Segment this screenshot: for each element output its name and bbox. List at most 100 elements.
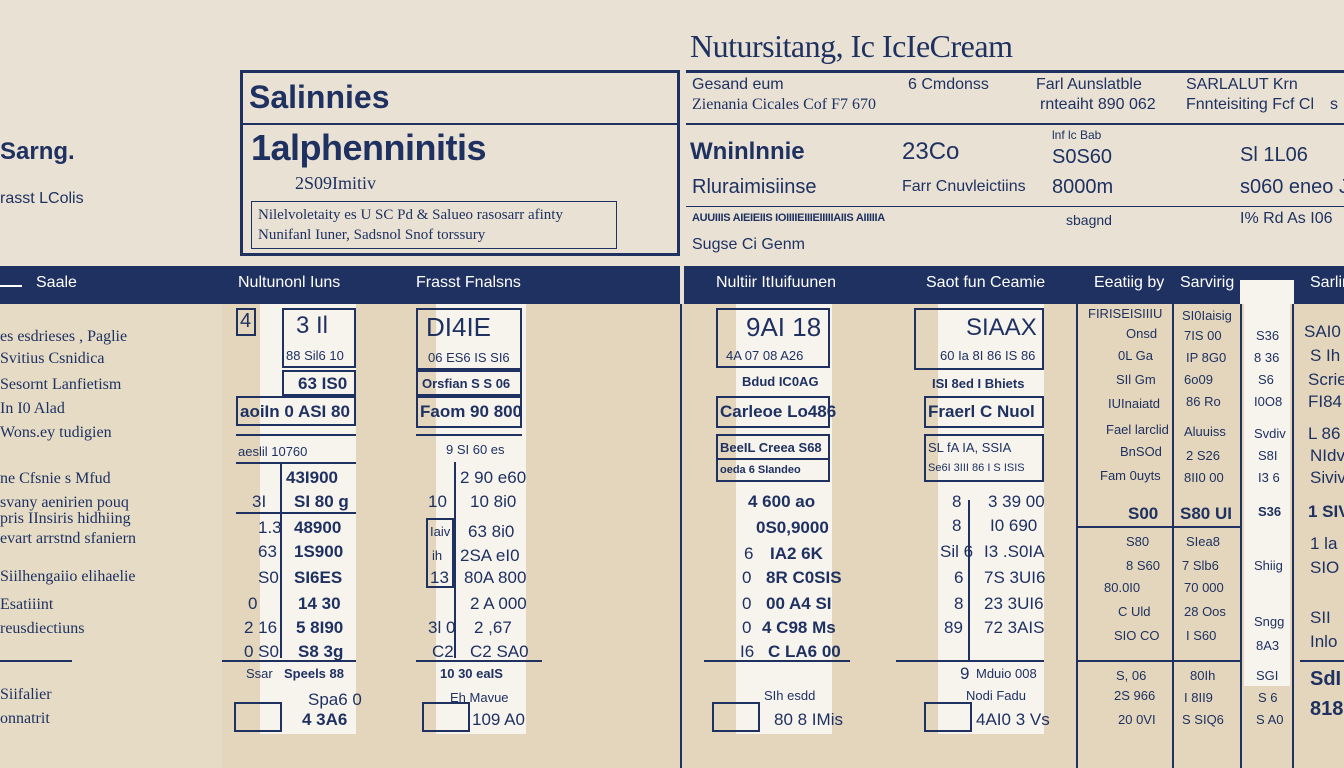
table-cell: 9 SI 60 es bbox=[446, 442, 505, 457]
table-cell: 1S900 bbox=[294, 542, 344, 561]
table-cell: Svdiv bbox=[1254, 426, 1286, 441]
table-cell: 4 bbox=[240, 310, 252, 332]
table-cell: SIl Gm bbox=[1116, 372, 1156, 387]
table-cell: C2 SA0 bbox=[470, 642, 529, 661]
divider bbox=[1300, 660, 1344, 662]
table-cell: C2 bbox=[432, 642, 454, 661]
table-cell: 9 bbox=[960, 664, 970, 683]
summary-label: Wninlnnie bbox=[690, 138, 805, 165]
cell-box bbox=[716, 308, 830, 368]
summary-value: Sl 1L06 bbox=[1240, 144, 1308, 166]
table-cell: FIRISEISIIIU bbox=[1088, 306, 1163, 321]
table-cell: 10 8i0 bbox=[470, 492, 517, 511]
table-cell: I S60 bbox=[1186, 628, 1217, 643]
table-cell: SIAAX bbox=[966, 314, 1037, 341]
cell-box bbox=[914, 308, 1044, 370]
column-header: Nultiir ItIuifuunen bbox=[716, 274, 837, 291]
left-title: Sarng. bbox=[0, 138, 75, 165]
divider bbox=[1076, 660, 1242, 662]
table-cell: BeeIL Creea S68 bbox=[720, 440, 822, 455]
table-cell: SI0Iaisig bbox=[1182, 308, 1232, 323]
column-header: Frasst Fnalsns bbox=[416, 274, 521, 291]
table-cell: 2 A 000 bbox=[470, 594, 527, 613]
summary-cell: 6 Cmdonss bbox=[908, 76, 989, 93]
table-cell: S36 bbox=[1258, 504, 1282, 519]
divider bbox=[236, 462, 356, 464]
cell-box bbox=[716, 396, 830, 428]
summary-value: s060 eneo JS bbox=[1240, 176, 1344, 198]
row-label: Svitius Csnidica bbox=[0, 350, 105, 367]
divider bbox=[416, 434, 522, 436]
table-cell: 0 bbox=[248, 594, 258, 613]
table-cell: Speels 88 bbox=[284, 666, 344, 681]
row-label: ne Cfsnie s Mfud bbox=[0, 470, 111, 487]
table-cell: 2 16 bbox=[244, 618, 278, 637]
table-cell: 1 la bbox=[1310, 534, 1338, 553]
table-cell: S0 bbox=[258, 568, 279, 587]
table-cell: 14 30 bbox=[298, 594, 341, 613]
summary-value: I% Rd As I06 bbox=[1240, 210, 1333, 227]
table-cell: 8 bbox=[954, 594, 964, 613]
table-cell: 6 bbox=[954, 568, 964, 587]
table-cell: 8 bbox=[952, 492, 962, 511]
table-cell: S8 3g bbox=[298, 642, 344, 661]
table-cell: S A0 bbox=[1256, 712, 1284, 727]
table-cell: Sngg bbox=[1254, 614, 1285, 629]
column-header: Saot fun Ceamie bbox=[926, 274, 1046, 291]
summary-value: lnf lc Bab bbox=[1052, 128, 1102, 142]
table-cell: SAI0 bbox=[1304, 322, 1341, 341]
cell-box bbox=[282, 370, 356, 396]
table-cell: Orsfian S S 06 bbox=[422, 376, 511, 391]
table-cell: 2SA eI0 bbox=[460, 546, 520, 565]
summary-footnote: AUUIIIS AIEIEIIS IOIIIIEIIIEIIIIIAIIS AI… bbox=[692, 212, 885, 224]
table-cell: S Ih bbox=[1310, 346, 1341, 365]
table-cell: 8 36 bbox=[1254, 350, 1280, 365]
table-cell: Scrie bbox=[1308, 370, 1344, 389]
divider bbox=[1240, 304, 1242, 768]
table-cell: FI84 bbox=[1308, 392, 1343, 411]
table-cell: 80A 800 bbox=[464, 568, 527, 587]
table-cell: SL fA IA, SSIA bbox=[928, 440, 1012, 455]
table-cell: DI4IE bbox=[426, 312, 492, 342]
table-cell: 00 A4 SI bbox=[766, 594, 832, 613]
row-label: evart arrstnd sfaniern bbox=[0, 530, 136, 547]
table-cell: 89 bbox=[944, 618, 963, 637]
table-cell: 4A 07 08 A26 bbox=[726, 348, 804, 363]
cell-box bbox=[282, 308, 356, 368]
cell-box bbox=[426, 518, 454, 588]
table-cell: 63 bbox=[258, 542, 277, 561]
column-header: Eeatiig by bbox=[1094, 274, 1165, 291]
table-cell: SGI bbox=[1256, 668, 1279, 683]
table-cell: 80Ih bbox=[1190, 668, 1216, 683]
divider bbox=[236, 434, 356, 436]
table-cell: Se6I 3III 86 I S ISIS bbox=[928, 462, 1025, 474]
divider bbox=[896, 660, 1044, 662]
table-cell: 4 600 ao bbox=[748, 492, 816, 511]
table-cell: Ssar bbox=[246, 666, 273, 681]
table-cell: IA2 6K bbox=[770, 544, 823, 563]
column-header: Saale bbox=[36, 274, 77, 291]
table-cell: 88 Sil6 10 bbox=[286, 348, 344, 363]
table-cell: Inlo bbox=[1310, 632, 1338, 651]
table-cell: 3I bbox=[252, 492, 267, 511]
table-cell: 0 bbox=[742, 594, 752, 613]
cell-box bbox=[924, 702, 972, 732]
nutrition-table: es esdrieses , Paglie Svitius Csnidica S… bbox=[0, 304, 1344, 768]
table-cell: 86 Ro bbox=[1186, 394, 1221, 409]
row-label: reusdiectiuns bbox=[0, 620, 85, 637]
table-cell: 2 90 e60 bbox=[460, 468, 527, 487]
table-cell: 63 IS0 bbox=[298, 374, 348, 393]
table-cell: 8II0 00 bbox=[1184, 470, 1224, 485]
divider bbox=[686, 70, 1344, 73]
summary-cell: SARLALUT Krn bbox=[1186, 76, 1298, 93]
table-cell: 4AI0 3 Vs bbox=[976, 710, 1050, 729]
table-cell: Onsd bbox=[1126, 326, 1158, 341]
table-cell: I 8II9 bbox=[1184, 690, 1213, 705]
table-cell: 3 39 00 bbox=[988, 492, 1045, 511]
divider bbox=[1292, 304, 1294, 768]
table-cell: SII bbox=[1310, 608, 1331, 627]
row-label: Wons.ey tudigien bbox=[0, 424, 112, 441]
divider bbox=[454, 462, 456, 658]
divider bbox=[686, 123, 1344, 125]
table-cell: 28 Oos bbox=[1184, 604, 1226, 619]
